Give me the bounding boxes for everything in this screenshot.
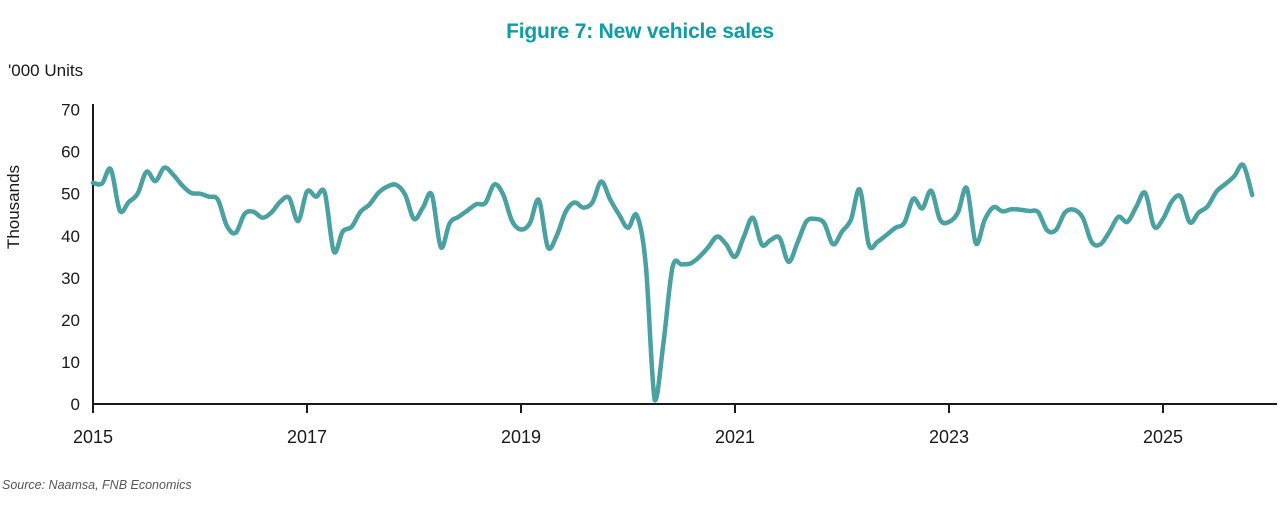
x-tick-label: 2021 xyxy=(715,427,755,447)
x-tick-label: 2017 xyxy=(287,427,327,447)
y-tick-label: 20 xyxy=(61,311,80,330)
y-tick-label: 0 xyxy=(71,395,80,414)
y-tick-label: 60 xyxy=(61,143,80,162)
y-tick-label: 10 xyxy=(61,353,80,372)
source-note: Source: Naamsa, FNB Economics xyxy=(2,478,192,492)
sales-line-series xyxy=(90,162,1255,403)
y-tick-label: 40 xyxy=(61,227,80,246)
y-tick-label: 70 xyxy=(61,101,80,120)
x-tick-label: 2023 xyxy=(929,427,969,447)
x-tick-label: 2015 xyxy=(73,427,113,447)
x-tick-label: 2025 xyxy=(1143,427,1183,447)
y-tick-label: 30 xyxy=(61,269,80,288)
y-units-label: '000 Units xyxy=(8,61,84,80)
x-tick-label: 2019 xyxy=(501,427,541,447)
chart-title: Figure 7: New vehicle sales xyxy=(506,20,774,43)
axis-lines xyxy=(92,104,1277,405)
y-tick-label: 50 xyxy=(61,185,80,204)
